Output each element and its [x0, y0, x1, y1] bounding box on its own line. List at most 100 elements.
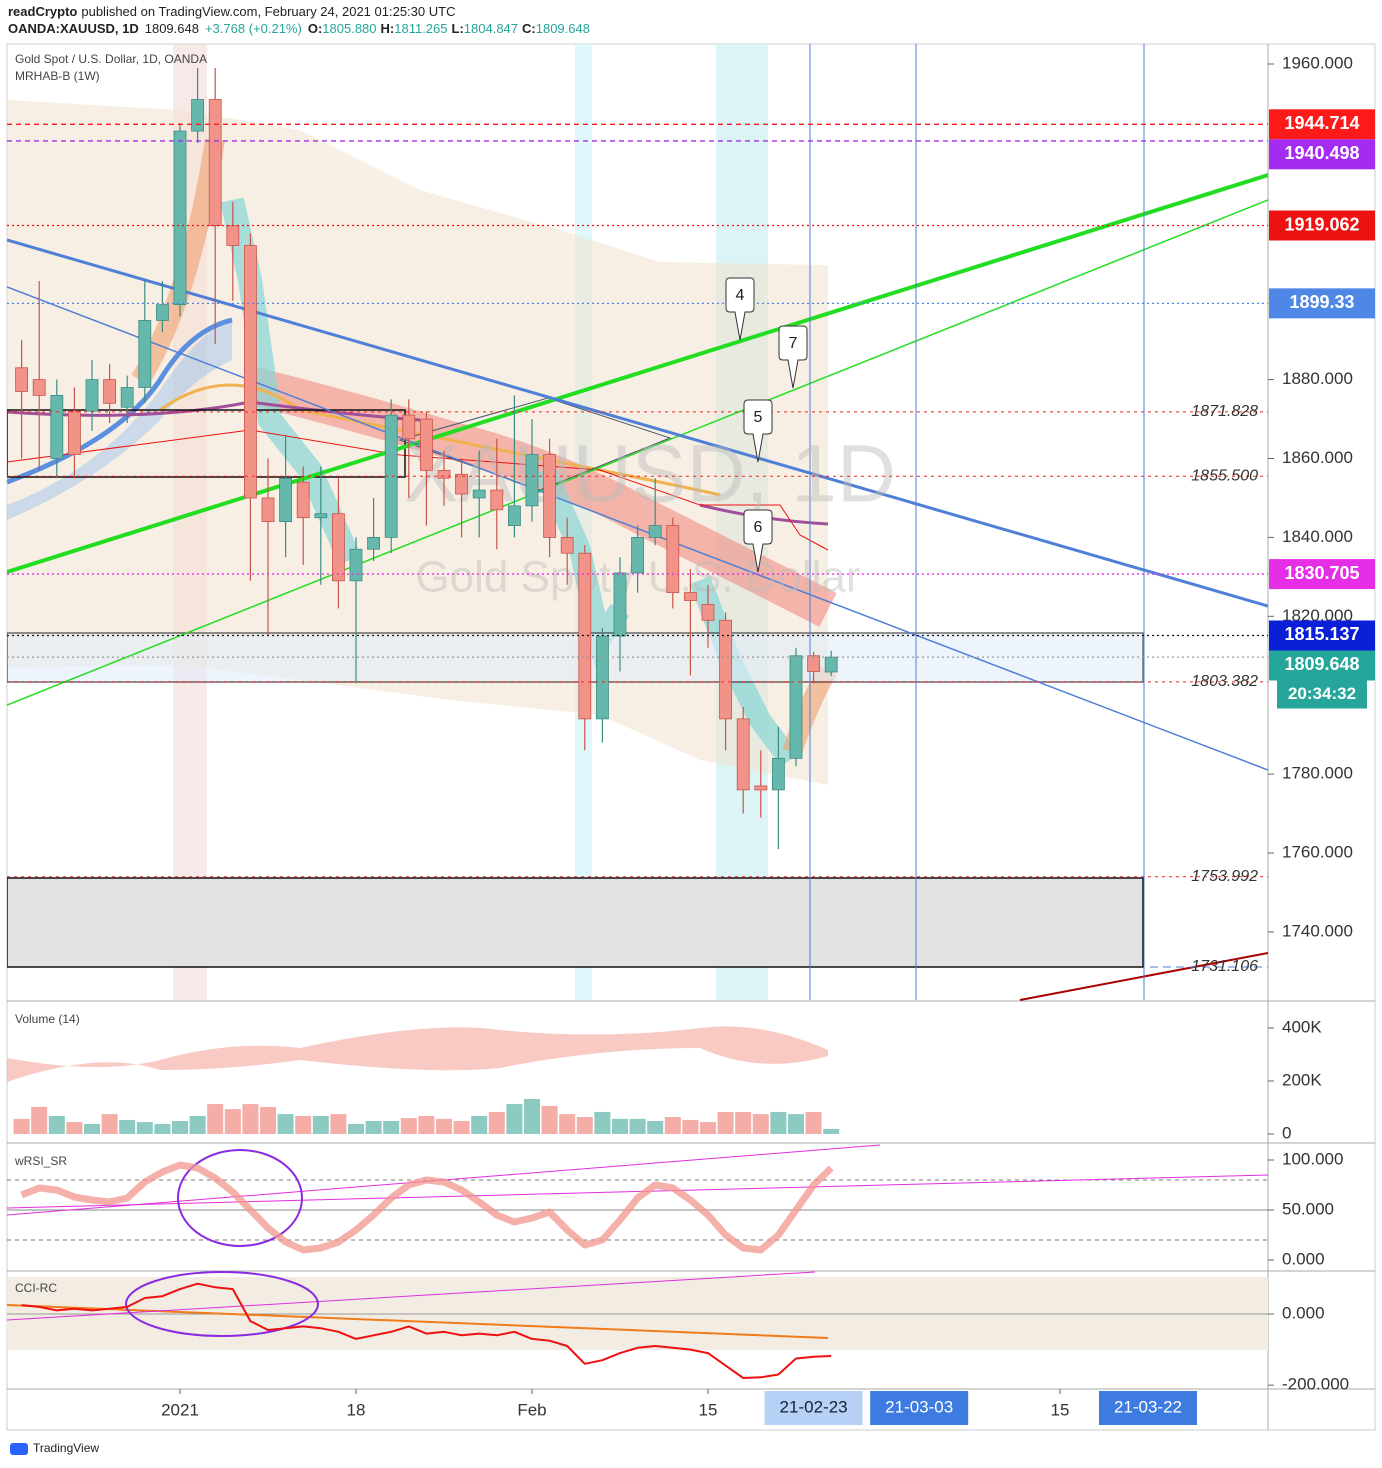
volume-bar [418, 1115, 435, 1134]
price-badge-label: 1815.137 [1284, 624, 1359, 644]
pane-title: Volume (14) [15, 1012, 80, 1026]
volume-bar [119, 1119, 136, 1134]
candle-body [85, 379, 99, 412]
y-tick-label: -200.000 [1282, 1375, 1349, 1394]
candle-body [226, 225, 240, 246]
price-badge-label: 1809.648 [1284, 654, 1359, 674]
price-badge-label: 1944.714 [1284, 113, 1359, 133]
level-label: 1855.500 [1191, 467, 1258, 484]
candle-body [490, 489, 504, 511]
price-badge-label: 1899.33 [1289, 292, 1354, 312]
candle-body [367, 537, 380, 550]
ohlc-key: C: [522, 21, 536, 36]
y-tick-label: 0 [1282, 1123, 1291, 1142]
y-tick-label: 50.000 [1282, 1199, 1334, 1218]
x-tick-label: Feb [517, 1400, 546, 1419]
volume-bar [787, 1114, 804, 1134]
candle-body [754, 785, 768, 791]
cursor-label-bg [764, 1391, 863, 1425]
published: published on TradingView.com, February 2… [81, 4, 455, 19]
y-tick-label: 1780.000 [1282, 764, 1353, 783]
price-badge [1269, 650, 1375, 681]
volume-bar [242, 1104, 259, 1134]
candle-body [32, 379, 46, 396]
footer: TradingView [33, 1441, 99, 1455]
volume-bar [136, 1122, 153, 1134]
callout-label: 5 [754, 409, 763, 426]
volume-bar [277, 1114, 294, 1134]
volume-bar [312, 1115, 329, 1134]
volume-bar [541, 1105, 558, 1134]
zone-box [7, 877, 1144, 968]
ohlc-value: 1804.847 [464, 21, 518, 36]
volume-bar [506, 1104, 523, 1134]
candle-body [331, 513, 345, 582]
cci-signal [7, 1304, 829, 1339]
y-tick-label: 1740.000 [1282, 921, 1353, 940]
price-badge [1269, 109, 1375, 140]
volume-bar [664, 1117, 681, 1134]
level-label: 1803.382 [1191, 673, 1258, 690]
volume-bar [207, 1104, 224, 1134]
level-label: 1871.828 [1191, 403, 1258, 420]
volume-bar [189, 1115, 206, 1134]
circle-annotation [177, 1149, 303, 1247]
callout-label: 4 [736, 287, 745, 304]
candle-body [472, 489, 486, 499]
volume-bar [295, 1115, 312, 1134]
volume-bar [224, 1109, 241, 1134]
overlays [7, 44, 1268, 1350]
volume-bar [559, 1114, 576, 1134]
zone-box [7, 409, 406, 478]
change: +3.768 (+0.21%) [205, 21, 302, 36]
x-tick-label: 2021 [161, 1400, 199, 1419]
volume-bar [647, 1120, 664, 1134]
candle-body [419, 418, 433, 471]
trendline [7, 199, 1268, 706]
symbol-line: OANDA:XAUUSD, 1D 1809.648 +3.768 (+0.21%) O… [8, 21, 590, 36]
ohlc-key: O: [308, 21, 322, 36]
y-tick-label: 1760.000 [1282, 842, 1353, 861]
trendline [7, 173, 1268, 574]
candle-body [507, 505, 521, 526]
candle-body [120, 387, 134, 408]
candle-body [296, 481, 310, 519]
price-badge [1269, 210, 1375, 241]
candle-body [173, 130, 187, 306]
ohlc-key: L: [452, 21, 464, 36]
price-badge-label: 1919.062 [1284, 214, 1359, 234]
volume-bar [48, 1115, 65, 1134]
y-tick-label: 1820.000 [1282, 606, 1353, 625]
volume-bar [488, 1111, 505, 1134]
volume-bar [611, 1118, 628, 1134]
candle-body [648, 525, 662, 538]
cursor-label: 21-03-22 [1114, 1397, 1182, 1416]
ohlc-value: 1811.265 [394, 21, 447, 36]
legend-entry: Gold Spot / U.S. Dollar, 1D, OANDA [15, 52, 207, 66]
y-tick-label: 1880.000 [1282, 369, 1353, 388]
volume-bar [13, 1118, 30, 1134]
price-badge [1269, 620, 1375, 651]
candle-body [683, 592, 697, 601]
candle-body [191, 99, 205, 132]
candle-body [402, 414, 416, 440]
step-line [7, 429, 829, 551]
volume-bar [770, 1111, 787, 1134]
volume-bar [699, 1122, 716, 1134]
volume-bar [330, 1114, 347, 1134]
ma-band [7, 320, 232, 520]
pane-title: wRSI_SR [14, 1154, 67, 1168]
candle-body [314, 513, 328, 519]
volume-bar [365, 1120, 382, 1134]
candle-body [595, 635, 609, 720]
price-badge [1269, 139, 1375, 170]
callout [743, 509, 773, 573]
volume-bar [66, 1122, 83, 1134]
cursor-label-bg [870, 1391, 969, 1425]
ohlc-value: 1805.880 [322, 21, 376, 36]
candle-body [666, 525, 680, 594]
indicator-line [21, 1282, 832, 1379]
candle-body [50, 394, 64, 459]
